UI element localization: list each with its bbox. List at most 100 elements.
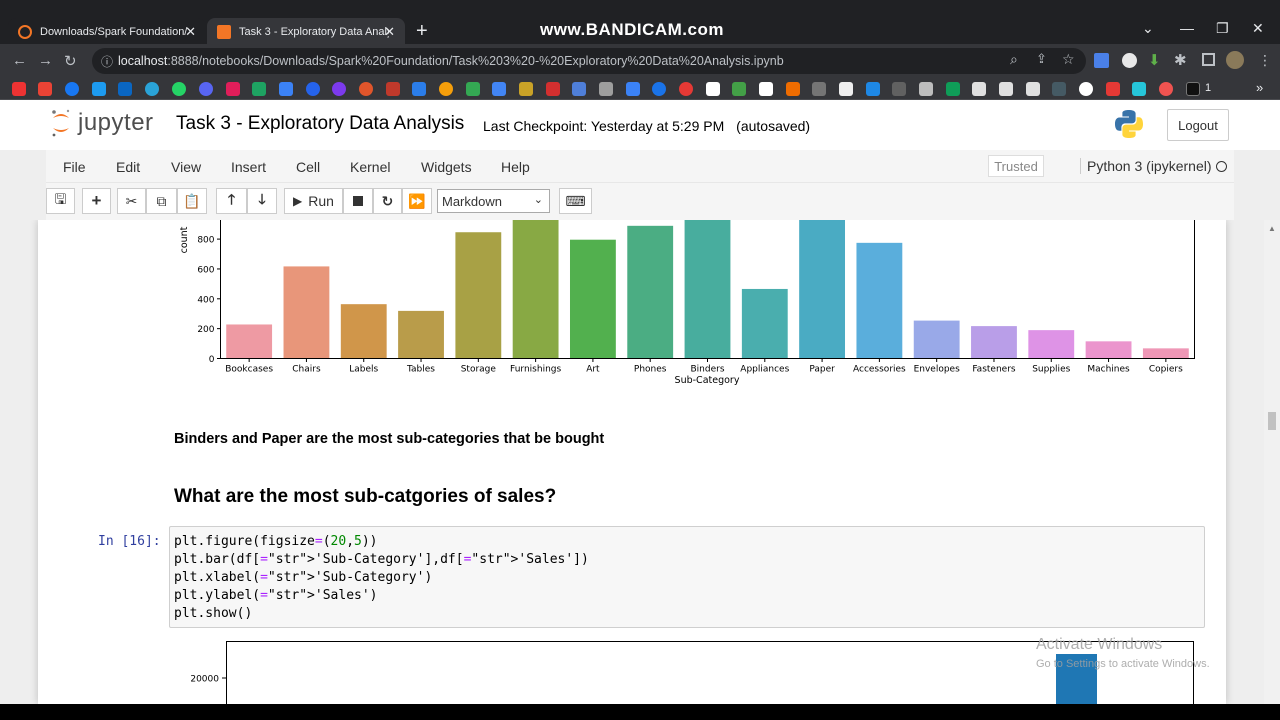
trusted-indicator[interactable]: Trusted <box>988 155 1044 177</box>
menu-cell[interactable]: Cell <box>296 159 321 175</box>
menu-widgets[interactable]: Widgets <box>421 159 472 175</box>
side-panel-icon[interactable] <box>1202 53 1215 66</box>
bookmark-icon[interactable] <box>1159 82 1173 96</box>
more-icon[interactable]: ⋮ <box>1258 52 1272 68</box>
bookmark-icon[interactable] <box>759 82 773 96</box>
cut-button[interactable]: ✂ <box>117 188 146 214</box>
jupyter-logo[interactable]: jupyter <box>50 108 154 138</box>
bookmark-icon[interactable] <box>626 82 640 96</box>
bookmark-icon[interactable] <box>599 82 613 96</box>
bookmark-icon[interactable] <box>1186 82 1200 96</box>
extension-icon[interactable] <box>1122 53 1137 68</box>
bookmark-icon[interactable] <box>946 82 960 96</box>
bookmark-icon[interactable] <box>1052 82 1066 96</box>
profile-avatar[interactable] <box>1226 51 1244 69</box>
slack-bookmark-icon[interactable] <box>226 82 240 96</box>
menu-view[interactable]: View <box>171 159 202 175</box>
more-bookmarks-icon[interactable]: » <box>1256 80 1264 95</box>
zoom-icon[interactable]: ⌕ <box>1010 51 1018 67</box>
back-icon[interactable]: ← <box>12 52 27 69</box>
twitter-bookmark-icon[interactable] <box>92 82 106 96</box>
move-up-button[interactable]: 🡑 <box>216 188 247 214</box>
gmail-bookmark-icon[interactable] <box>38 82 52 96</box>
puzzle-icon[interactable]: ✱ <box>1174 52 1187 69</box>
bookmark-icon[interactable] <box>866 82 880 96</box>
logout-button[interactable]: Logout <box>1167 109 1229 141</box>
menu-edit[interactable]: Edit <box>116 159 141 175</box>
paste-button[interactable]: 📋 <box>177 188 207 214</box>
interrupt-button[interactable] <box>343 188 373 214</box>
bookmark-icon[interactable] <box>732 82 746 96</box>
restart-button[interactable]: ↻ <box>373 188 402 214</box>
star-icon[interactable]: ☆ <box>1062 51 1075 67</box>
menu-file[interactable]: File <box>63 159 86 175</box>
address-bar[interactable]: ⓘ localhost:8888/notebooks/Downloads/Spa… <box>92 48 1086 74</box>
bookmark-icon[interactable] <box>252 82 266 96</box>
bookmark-icon[interactable] <box>919 82 933 96</box>
bookmark-icon[interactable] <box>812 82 826 96</box>
bookmark-icon[interactable] <box>706 82 720 96</box>
maximize-icon[interactable]: ❐ <box>1216 20 1229 36</box>
notebook-title[interactable]: Task 3 - Exploratory Data Analysis <box>176 113 465 134</box>
bookmark-icon[interactable] <box>1026 82 1040 96</box>
bookmark-icon[interactable] <box>546 82 560 96</box>
menu-help[interactable]: Help <box>501 159 530 175</box>
move-down-button[interactable]: 🡓 <box>247 188 277 214</box>
youtube-bookmark-icon[interactable] <box>12 82 26 96</box>
insert-cell-button[interactable]: + <box>82 188 111 214</box>
close-icon[interactable]: ✕ <box>185 24 196 39</box>
tab-task3[interactable]: Task 3 - Exploratory Data Analysis ✕ <box>207 18 405 46</box>
bookmark-icon[interactable] <box>1106 82 1120 96</box>
bookmark-icon[interactable] <box>786 82 800 96</box>
facebook-bookmark-icon[interactable] <box>65 82 79 96</box>
command-palette-button[interactable]: ⌨ <box>559 188 592 214</box>
translate-extension-icon[interactable] <box>1094 53 1109 68</box>
drive-bookmark-icon[interactable] <box>466 82 480 96</box>
bookmark-icon[interactable] <box>572 82 586 96</box>
share-icon[interactable]: ⇪ <box>1036 51 1047 66</box>
new-tab-icon[interactable]: + <box>416 20 428 42</box>
notion-bookmark-icon[interactable] <box>839 82 853 96</box>
scrollbar-thumb[interactable] <box>1268 412 1276 430</box>
bookmark-icon[interactable] <box>412 82 426 96</box>
kernel-name[interactable]: Python 3 (ipykernel) <box>1080 158 1212 174</box>
bookmark-icon[interactable] <box>999 82 1013 96</box>
bookmark-icon[interactable] <box>306 82 320 96</box>
menu-kernel[interactable]: Kernel <box>350 159 391 175</box>
chevron-down-icon[interactable]: ⌄ <box>1142 20 1154 36</box>
forward-icon[interactable]: → <box>38 52 53 69</box>
bookmark-icon[interactable] <box>359 82 373 96</box>
restart-run-all-button[interactable]: ⏩ <box>402 188 432 214</box>
linkedin-bookmark-icon[interactable] <box>118 82 132 96</box>
bookmark-icon[interactable] <box>1132 82 1146 96</box>
telegram-bookmark-icon[interactable] <box>145 82 159 96</box>
bookmark-icon[interactable] <box>679 82 693 96</box>
bookmark-icon[interactable] <box>279 82 293 96</box>
download-extension-icon[interactable]: ⬇ <box>1148 52 1161 69</box>
minimize-icon[interactable]: — <box>1180 20 1194 36</box>
reload-icon[interactable]: ↻ <box>64 53 77 70</box>
menu-insert[interactable]: Insert <box>231 159 267 175</box>
bookmark-icon[interactable] <box>519 82 533 96</box>
save-button[interactable]: 🖫 <box>46 188 75 214</box>
close-icon[interactable]: ✕ <box>384 24 395 39</box>
bookmark-icon[interactable] <box>332 82 346 96</box>
code-cell[interactable]: plt.figure(figsize=(20,5)) plt.bar(df[="… <box>169 526 1205 628</box>
copy-button[interactable]: ⧉ <box>146 188 177 214</box>
window-close-icon[interactable]: ✕ <box>1252 20 1264 36</box>
discord-bookmark-icon[interactable] <box>199 82 213 96</box>
bookmark-icon[interactable] <box>652 82 666 96</box>
tab-downloads[interactable]: Downloads/Spark Foundation/ ✕ <box>8 18 206 46</box>
bookmark-icon[interactable] <box>386 82 400 96</box>
bookmark-icon[interactable] <box>892 82 906 96</box>
info-icon[interactable]: ⓘ <box>101 55 114 69</box>
scroll-up-icon[interactable]: ▲ <box>1268 224 1276 233</box>
bookmark-icon[interactable] <box>972 82 986 96</box>
bookmark-icon[interactable] <box>439 82 453 96</box>
whatsapp-bookmark-icon[interactable] <box>172 82 186 96</box>
github-bookmark-icon[interactable] <box>1079 82 1093 96</box>
bookmark-icon[interactable] <box>492 82 506 96</box>
run-button[interactable]: ▶ Run <box>284 188 343 214</box>
cell-type-select[interactable]: Markdown ⌄ <box>437 189 550 213</box>
page-scrollbar[interactable]: ▲ <box>1264 220 1280 704</box>
